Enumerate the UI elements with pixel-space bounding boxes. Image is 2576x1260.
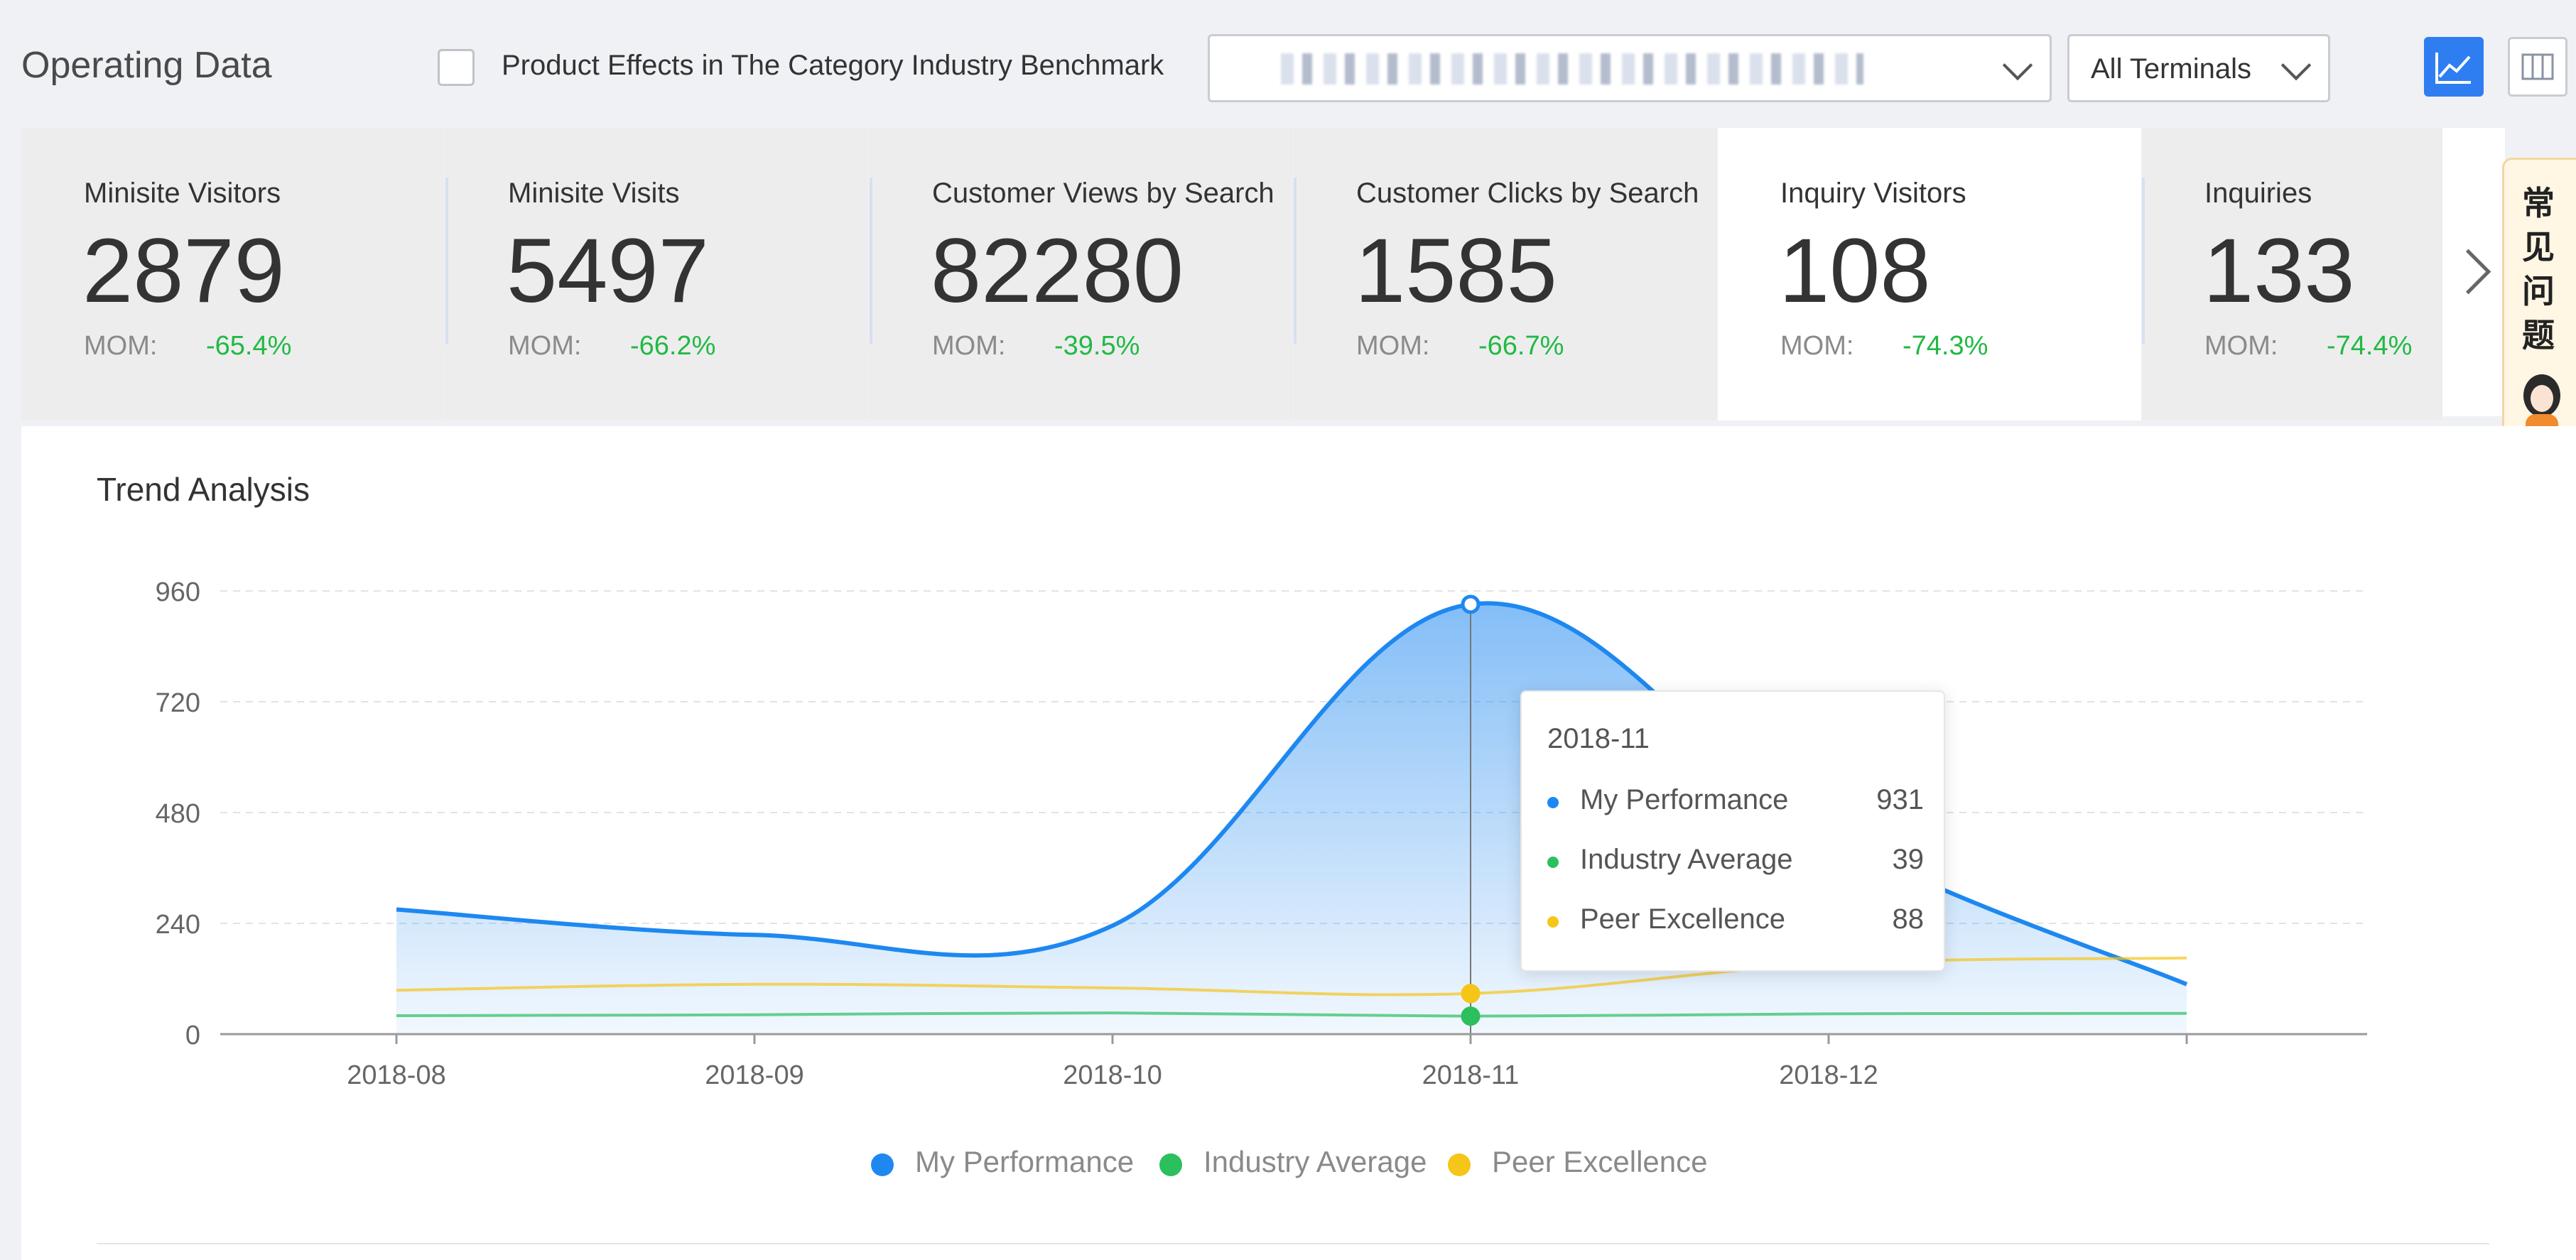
tooltip-series-value: 931	[1876, 784, 1924, 815]
faq-widget[interactable]: 常见问题	[2502, 158, 2576, 453]
mom-label: MOM:	[932, 331, 1006, 361]
tooltip-series-name: Industry Average	[1580, 844, 1793, 875]
legend-label: Peer Excellence	[1492, 1145, 1708, 1178]
metric-value: 1585	[1355, 220, 1557, 322]
mom-value: -65.4%	[206, 331, 292, 361]
metric-value: 2879	[82, 220, 285, 322]
metric-value: 5497	[507, 220, 709, 322]
metric-label: Customer Views by Search	[932, 178, 1275, 209]
series-dot-icon	[1547, 916, 1559, 928]
series-dot-icon	[1547, 857, 1559, 868]
card-divider	[97, 1243, 2489, 1244]
mom-label: MOM:	[508, 331, 582, 361]
category-select[interactable]	[1208, 34, 2052, 102]
x-tick-label: 2018-10	[1063, 1060, 1162, 1090]
y-tick-label: 480	[156, 799, 200, 829]
metric-value: 133	[2203, 220, 2355, 322]
legend-label: My Performance	[915, 1145, 1135, 1178]
card-divider	[2142, 178, 2145, 344]
metric-card-minisite-visits[interactable]: Minisite Visits 5497 MOM: -66.2%	[445, 128, 869, 420]
hover-point-my-performance	[1461, 594, 1481, 614]
chevron-down-icon	[2280, 50, 2312, 81]
series-line-industry-average	[396, 1011, 2187, 1018]
terminal-select[interactable]: All Terminals	[2067, 34, 2330, 102]
metric-label: Inquiries	[2204, 178, 2312, 209]
metric-value: 108	[1779, 220, 1931, 322]
mom-label: MOM:	[1356, 331, 1430, 361]
mom-value: -39.5%	[1054, 331, 1140, 361]
metric-cards: Minisite Visitors 2879 MOM: -65.4% Minis…	[21, 128, 2442, 420]
metric-card-customer-views-by-search[interactable]: Customer Views by Search 82280 MOM: -39.…	[870, 128, 1293, 420]
chart-title: Trend Analysis	[97, 471, 310, 508]
metric-card-inquiry-visitors[interactable]: Inquiry Visitors 108 MOM: -74.3%	[1718, 128, 2141, 420]
tooltip-series-value: 88	[1892, 903, 1925, 935]
card-divider	[1294, 178, 1297, 344]
category-select-value-blurred	[1281, 53, 1863, 85]
y-tick-label: 720	[156, 688, 200, 718]
tooltip-series-name: Peer Excellence	[1580, 903, 1786, 935]
tooltip-series-value: 39	[1892, 844, 1925, 875]
metric-label: Inquiry Visitors	[1780, 178, 1966, 209]
legend-dot-icon	[1448, 1153, 1471, 1176]
mom-value: -66.7%	[1478, 331, 1564, 361]
metric-label: Minisite Visits	[508, 178, 680, 209]
chevron-right-icon	[2445, 249, 2491, 295]
x-tick-label: 2018-12	[1779, 1060, 1878, 1090]
line-chart-icon	[2435, 53, 2471, 84]
trend-analysis-card: Trend Analysis 0 240 480 720 960 2018-08 2018-…	[21, 426, 2576, 1260]
tooltip-series-name: My Performance	[1580, 784, 1789, 815]
line-chart-view-button[interactable]	[2424, 37, 2484, 97]
benchmark-label[interactable]: Product Effects in The Category Industry…	[502, 50, 1164, 81]
x-tick-label: 2018-11	[1422, 1060, 1520, 1090]
y-tick-label: 0	[185, 1021, 200, 1050]
series-dot-icon	[1547, 797, 1559, 808]
y-tick-label: 960	[156, 577, 200, 607]
legend-dot-icon	[1159, 1153, 1182, 1176]
metric-card-customer-clicks-by-search[interactable]: Customer Clicks by Search 1585 MOM: -66.…	[1294, 128, 1717, 420]
chart-tooltip: 2018-11 My Performance 931 Industry Aver…	[1520, 690, 1945, 972]
mom-label: MOM:	[2204, 331, 2278, 361]
metric-label: Minisite Visitors	[84, 178, 281, 209]
card-divider	[870, 178, 872, 344]
chevron-down-icon	[2002, 50, 2033, 81]
table-icon	[2521, 53, 2554, 80]
benchmark-checkbox[interactable]	[438, 49, 475, 86]
card-divider	[445, 178, 448, 344]
x-tick-label: 2018-09	[705, 1060, 803, 1090]
tooltip-title: 2018-11	[1547, 723, 1650, 754]
mom-value: -66.2%	[630, 331, 716, 361]
metric-card-inquiries[interactable]: Inquiries 133 MOM: -74.4%	[2142, 128, 2442, 420]
header: Operating Data Product Effects in The Ca…	[0, 0, 2576, 128]
table-view-button[interactable]	[2508, 37, 2567, 97]
mom-label: MOM:	[1780, 331, 1854, 361]
support-avatar-icon	[2523, 374, 2560, 435]
x-tick-label: 2018-08	[347, 1060, 445, 1090]
metric-card-minisite-visitors[interactable]: Minisite Visitors 2879 MOM: -65.4%	[21, 128, 445, 420]
mom-label: MOM:	[84, 331, 158, 361]
metric-label: Customer Clicks by Search	[1356, 178, 1699, 209]
metric-value: 82280	[931, 220, 1184, 322]
page-title: Operating Data	[21, 45, 272, 86]
legend-dot-icon	[871, 1153, 894, 1176]
hover-point-peer-excellence	[1461, 984, 1481, 1004]
trend-chart[interactable]: 0 240 480 720 960 2018-08 2018-09 2018-10 2018-1…	[21, 426, 2576, 1136]
next-metrics-button[interactable]	[2442, 128, 2505, 416]
hover-point-industry-average	[1461, 1006, 1481, 1026]
terminal-select-value: All Terminals	[2091, 53, 2251, 85]
faq-label: 常见问题	[2522, 185, 2555, 354]
mom-value: -74.3%	[1903, 331, 1988, 361]
mom-value: -74.4%	[2327, 331, 2413, 361]
legend-label: Industry Average	[1203, 1145, 1427, 1178]
y-tick-label: 240	[156, 910, 200, 940]
